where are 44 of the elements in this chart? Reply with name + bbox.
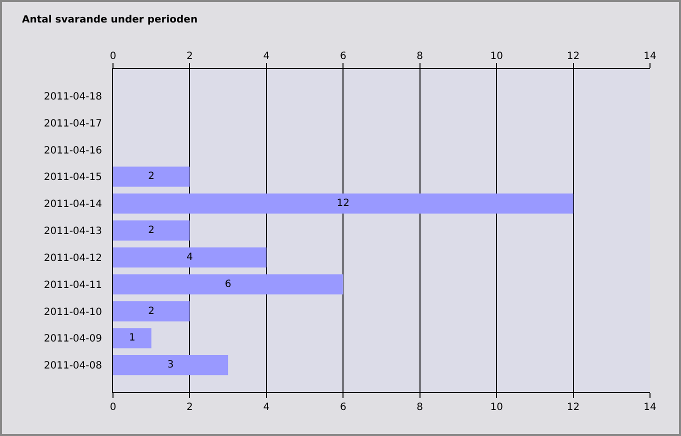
y-tick-label: 2011-04-09 [44, 334, 102, 345]
data-label: 2 [148, 306, 155, 317]
y-tick-label: 2011-04-10 [44, 306, 102, 318]
x-tick-label: 10 [490, 51, 503, 62]
y-tick-label: 2011-04-11 [44, 280, 102, 291]
x2-tick-label: 10 [490, 402, 503, 413]
bar [113, 247, 266, 268]
x2-tick-label: 0 [110, 402, 116, 413]
y-tick-label: 2011-04-14 [44, 199, 102, 210]
bar [113, 220, 190, 241]
bar [113, 354, 228, 376]
bar [113, 166, 190, 187]
bar [113, 193, 574, 214]
x-tick-label: 14 [644, 51, 656, 62]
data-label: 2 [148, 171, 155, 182]
x2-tick-label: 12 [566, 402, 580, 413]
bar [113, 328, 152, 348]
x-tick-label: 0 [110, 51, 116, 62]
data-label: 2 [148, 225, 155, 236]
data-label: 3 [167, 360, 174, 371]
data-label: 6 [224, 278, 232, 290]
bar [113, 274, 344, 294]
x-tick-label: 8 [416, 51, 424, 62]
y-tick-label: 2011-04-13 [44, 226, 102, 237]
x-tick-label: 2 [186, 51, 193, 62]
x2-tick-label: 2 [186, 402, 193, 413]
x-tick-label: 6 [340, 51, 346, 62]
y-tick-label: 2011-04-12 [44, 252, 102, 264]
x-tick-label: 12 [566, 51, 580, 62]
bar [113, 301, 190, 322]
x2-tick-label: 4 [263, 402, 270, 413]
y-tick-label: 2011-04-18 [44, 91, 102, 102]
y-tick-label: 2011-04-15 [44, 172, 102, 184]
chart-title: Antal svarande under perioden [22, 14, 198, 26]
x-tick-label: 4 [263, 51, 270, 62]
data-label: 4 [186, 252, 193, 263]
x2-tick-label: 14 [644, 402, 656, 413]
y-tick-label: 2011-04-16 [44, 145, 102, 156]
y-tick-label: 2011-04-17 [44, 118, 102, 130]
x2-tick-label: 8 [416, 402, 424, 413]
data-label: 12 [336, 198, 350, 210]
data-label: 1 [128, 332, 136, 344]
x2-tick-label: 6 [340, 402, 346, 413]
y-tick-label: 2011-04-08 [44, 360, 102, 372]
